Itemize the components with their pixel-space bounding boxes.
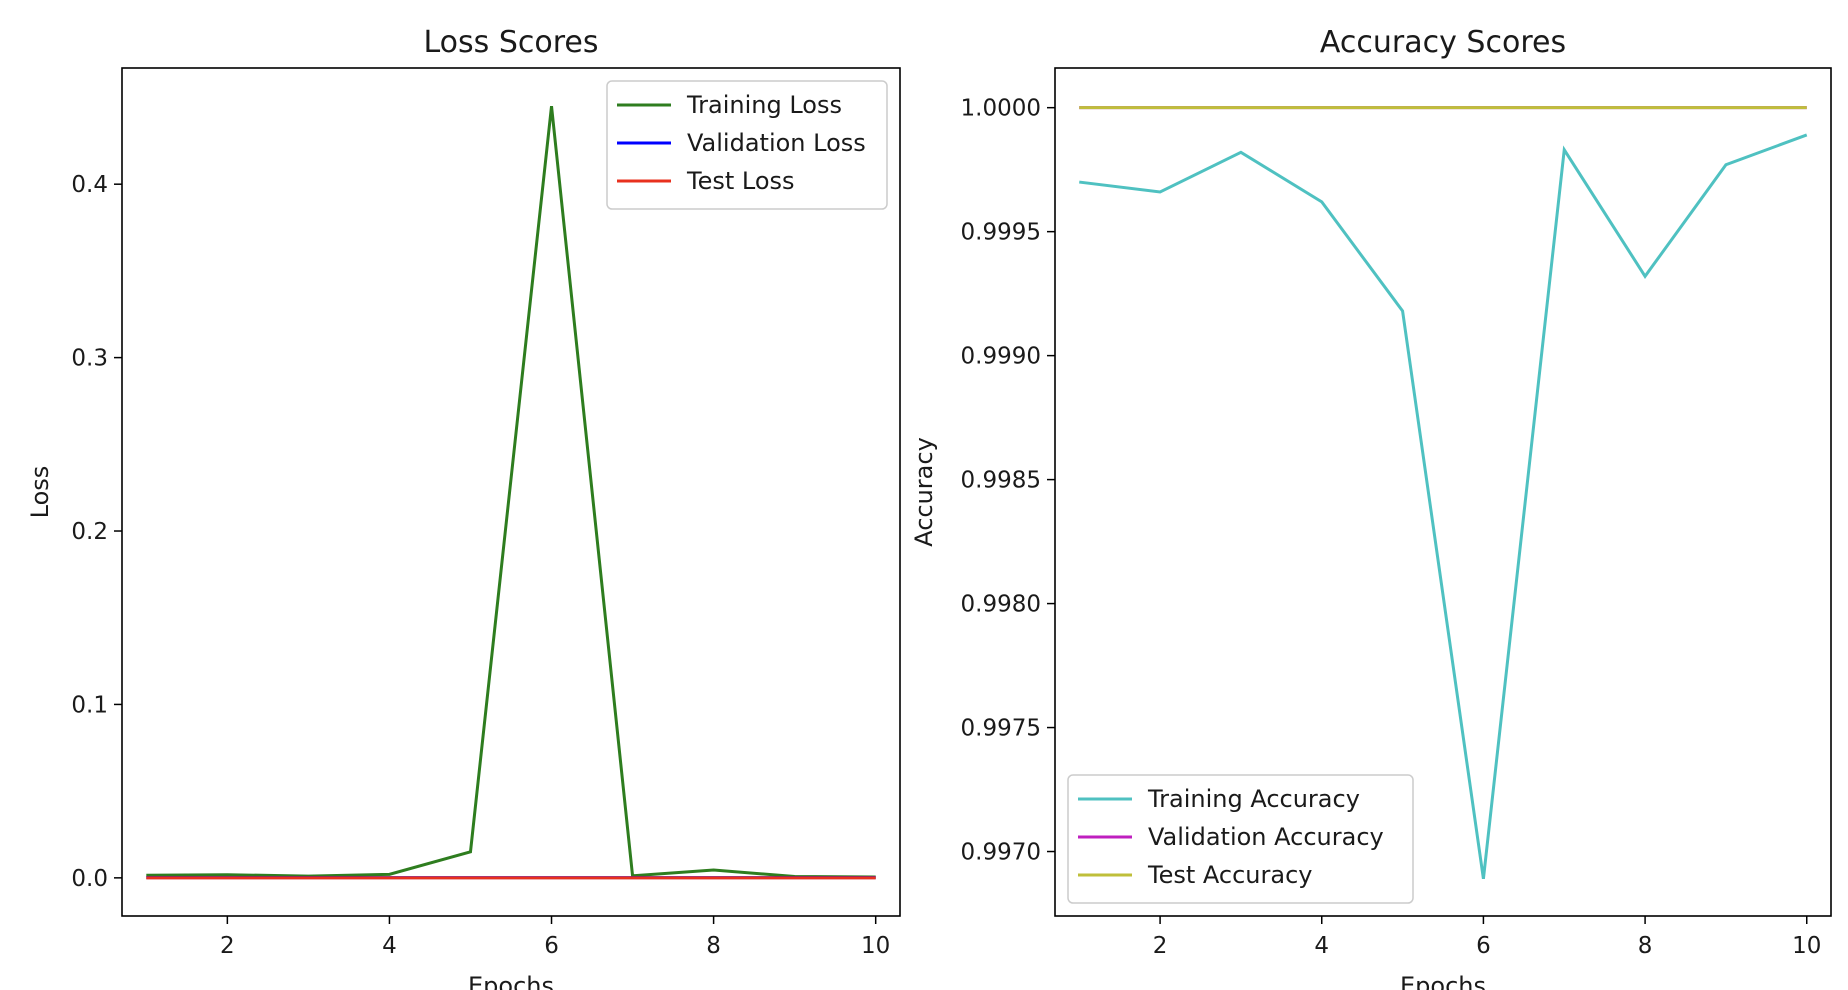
accuracy-series-training-accuracy [1079, 133, 1808, 880]
loss-legend-label: Test Loss [686, 167, 795, 195]
accuracy-y-tick-label: 0.9975 [961, 716, 1041, 742]
loss-y-tick-label: 0.1 [71, 692, 108, 718]
accuracy-y-tick-label: 0.9970 [961, 840, 1041, 866]
accuracy-ticks: 2 4 6 8 10 0.9970 0.9975 0.9980 0.9985 0.9990 0.99… [961, 96, 1822, 959]
accuracy-y-tick-label: 0.9995 [961, 220, 1041, 246]
accuracy-chart-title: Accuracy Scores [1320, 25, 1566, 60]
accuracy-x-tick-label: 10 [1792, 933, 1821, 959]
accuracy-chart: Accuracy Scores Epochs Accuracy 2 4 6 8 10 0.… [910, 25, 1832, 990]
loss-y-tick-label: 0.3 [71, 346, 108, 372]
accuracy-plot-frame [1054, 67, 1832, 917]
accuracy-x-axis-label: Epochs [1400, 972, 1486, 990]
accuracy-y-axis-label: Accuracy [910, 437, 938, 547]
loss-legend-label: Training Loss [686, 91, 842, 119]
loss-legend-label: Validation Loss [687, 129, 866, 157]
loss-legend-box [606, 80, 888, 210]
loss-ticks: 2 4 6 8 10 0.0 0.1 0.2 0.3 0.4 [71, 172, 890, 959]
accuracy-x-tick-label: 6 [1476, 933, 1491, 959]
loss-y-axis-label: Loss [26, 466, 54, 519]
accuracy-legend: Training Accuracy Validation Accuracy Test… [1067, 774, 1414, 904]
accuracy-y-tick-label: 0.9990 [961, 344, 1041, 370]
loss-series-training-loss [146, 105, 876, 879]
accuracy-legend-box [1067, 774, 1414, 904]
loss-legend: Training Loss Validation Loss Test Loss [606, 80, 888, 210]
loss-chart: Loss Scores Epochs Loss 2 4 6 8 10 0.0 0.1 0.2 0… [26, 25, 901, 990]
loss-x-tick-label: 6 [544, 933, 559, 959]
accuracy-legend-label: Training Accuracy [1147, 785, 1360, 813]
loss-x-axis-label: Epochs [468, 972, 554, 990]
accuracy-legend-label: Validation Accuracy [1148, 823, 1384, 851]
accuracy-lines [1079, 106, 1808, 880]
loss-x-tick-label: 10 [861, 933, 890, 959]
loss-x-tick-label: 4 [382, 933, 397, 959]
loss-lines [146, 105, 876, 880]
loss-x-tick-label: 2 [220, 933, 235, 959]
accuracy-x-tick-label: 4 [1314, 933, 1329, 959]
loss-y-tick-label: 0.2 [71, 519, 108, 545]
accuracy-y-tick-label: 1.0000 [961, 96, 1041, 122]
accuracy-y-tick-label: 0.9985 [961, 468, 1041, 494]
loss-plot-frame [121, 67, 901, 917]
accuracy-x-tick-label: 8 [1638, 933, 1653, 959]
loss-chart-title: Loss Scores [424, 25, 599, 60]
accuracy-legend-label: Test Accuracy [1147, 861, 1312, 889]
accuracy-y-tick-label: 0.9980 [961, 592, 1041, 618]
accuracy-x-tick-label: 2 [1153, 933, 1168, 959]
loss-x-tick-label: 8 [706, 933, 721, 959]
loss-y-tick-label: 0.0 [71, 866, 108, 892]
loss-y-tick-label: 0.4 [71, 172, 108, 198]
